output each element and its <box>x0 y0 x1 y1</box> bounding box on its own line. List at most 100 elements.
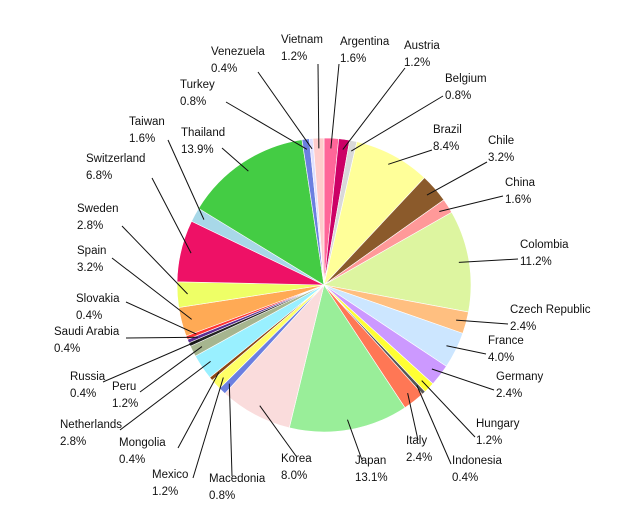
leader-line <box>416 385 452 465</box>
leader-line <box>342 67 406 150</box>
slice-label: Slovakia 0.4% <box>76 293 120 322</box>
slice-label: Belgium 0.8% <box>445 73 487 102</box>
leader-lines <box>102 63 519 479</box>
slice-label-name: Brazil <box>433 124 462 136</box>
slice-label-percent: 3.2% <box>77 262 103 274</box>
slice-label: Spain 3.2% <box>77 245 106 274</box>
slice-label-percent: 4.0% <box>488 352 514 364</box>
slice-label-name: Turkey <box>180 79 215 91</box>
slice-label-percent: 1.2% <box>112 398 138 410</box>
leader-line <box>119 360 211 431</box>
slice-label-percent: 1.2% <box>476 435 502 447</box>
slice-label: Austria 1.2% <box>404 40 440 69</box>
slice-label-percent: 1.6% <box>505 194 531 206</box>
slice-label-name: Austria <box>404 40 440 52</box>
leader-line <box>221 147 249 172</box>
leader-line <box>439 195 504 213</box>
slice-label-percent: 3.2% <box>488 152 514 164</box>
slice-label: Netherlands 2.8% <box>60 419 122 448</box>
slice-label: Turkey 0.8% <box>180 79 215 108</box>
leader-line <box>151 177 192 254</box>
leader-line <box>446 345 487 355</box>
leader-line <box>225 101 308 150</box>
slice-label-percent: 2.8% <box>60 436 86 448</box>
slice-label: Chile 3.2% <box>488 135 514 164</box>
slice-label-name: France <box>488 335 524 347</box>
slice-label-name: Peru <box>112 381 136 393</box>
leader-line <box>426 161 488 196</box>
pie-slice-japan <box>288 284 406 433</box>
slice-label: Thailand 13.9% <box>181 127 225 156</box>
slice-label: Indonesia 0.4% <box>452 455 502 484</box>
slice-label-name: Colombia <box>520 239 569 251</box>
leader-line <box>228 383 233 477</box>
slice-label: Korea 8.0% <box>281 453 312 482</box>
slice-label-percent: 2.4% <box>510 321 536 333</box>
slice-label: Italy 2.4% <box>406 435 432 464</box>
slice-label-percent: 0.4% <box>211 63 237 75</box>
slice-label-name: Italy <box>406 435 427 447</box>
slice-label-percent: 2.8% <box>77 220 103 232</box>
slice-label: Japan 13.1% <box>355 455 388 484</box>
slice-label-name: Indonesia <box>452 455 502 467</box>
slice-label-name: Korea <box>281 453 312 465</box>
leader-line <box>431 368 495 391</box>
slice-label-name: Taiwan <box>129 116 165 128</box>
slice-label-percent: 2.4% <box>406 452 432 464</box>
slice-label-name: Argentina <box>340 36 390 48</box>
slice-label: Saudi Arabia 0.4% <box>54 326 120 355</box>
slice-label-name: Venezuela <box>211 46 265 58</box>
leader-line <box>456 319 509 325</box>
slice-label: France 4.0% <box>488 335 524 364</box>
slice-label: Colombia 11.2% <box>520 239 569 268</box>
leader-line <box>177 372 220 449</box>
leader-line <box>346 419 363 461</box>
slice-label-name: Vietnam <box>281 34 323 46</box>
slice-label: Germany 2.4% <box>496 371 544 400</box>
slice-label-percent: 0.4% <box>70 388 96 400</box>
leader-line <box>421 380 476 438</box>
leader-line <box>192 377 224 479</box>
slice-label-name: Macedonia <box>209 473 266 485</box>
slice-label-percent: 1.2% <box>281 51 307 63</box>
leader-line <box>257 71 313 150</box>
slice-label: Sweden 2.8% <box>77 203 119 232</box>
slice-label-percent: 2.4% <box>496 388 522 400</box>
slice-label: Brazil 8.4% <box>433 124 462 153</box>
leader-line <box>458 258 519 263</box>
slice-label-name: Saudi Arabia <box>54 326 120 338</box>
leader-line <box>407 393 419 441</box>
leader-line <box>350 95 444 152</box>
slice-label-percent: 0.4% <box>452 472 478 484</box>
slice-label-name: China <box>505 177 536 189</box>
slice-labels: Argentina 1.6% Austria 1.2% Belgium 0.8% Brazi… <box>54 34 591 502</box>
slice-label: Hungary 1.2% <box>476 418 520 447</box>
slice-label-name: Thailand <box>181 127 225 139</box>
slice-label-percent: 11.2% <box>520 256 552 268</box>
slice-label-name: Hungary <box>476 418 520 430</box>
slice-label-name: Japan <box>355 455 386 467</box>
slice-label-percent: 13.1% <box>355 472 388 484</box>
slice-label: Argentina 1.6% <box>340 36 390 65</box>
slice-label: China 1.6% <box>505 177 536 206</box>
slice-label-name: Mongolia <box>119 437 166 449</box>
slice-label-percent: 0.8% <box>180 96 206 108</box>
slice-label-percent: 8.0% <box>281 470 307 482</box>
slice-label-name: Germany <box>496 371 544 383</box>
slice-label-percent: 0.4% <box>119 454 145 466</box>
leader-line <box>102 339 200 383</box>
slice-label-percent: 0.4% <box>76 310 102 322</box>
slice-label-name: Slovakia <box>76 293 120 305</box>
slice-label-percent: 0.8% <box>445 90 471 102</box>
slice-label-name: Netherlands <box>60 419 122 431</box>
slice-label-name: Chile <box>488 135 514 147</box>
slice-label: Czech Republic 2.4% <box>510 304 591 333</box>
slice-label: Vietnam 1.2% <box>281 34 323 63</box>
slice-label-percent: 0.4% <box>54 343 80 355</box>
slice-label-percent: 0.8% <box>209 490 235 502</box>
slice-label-percent: 1.6% <box>340 53 366 65</box>
slice-label-name: Mexico <box>152 469 188 481</box>
slice-label-name: Russia <box>70 371 106 383</box>
leader-line <box>111 257 192 320</box>
